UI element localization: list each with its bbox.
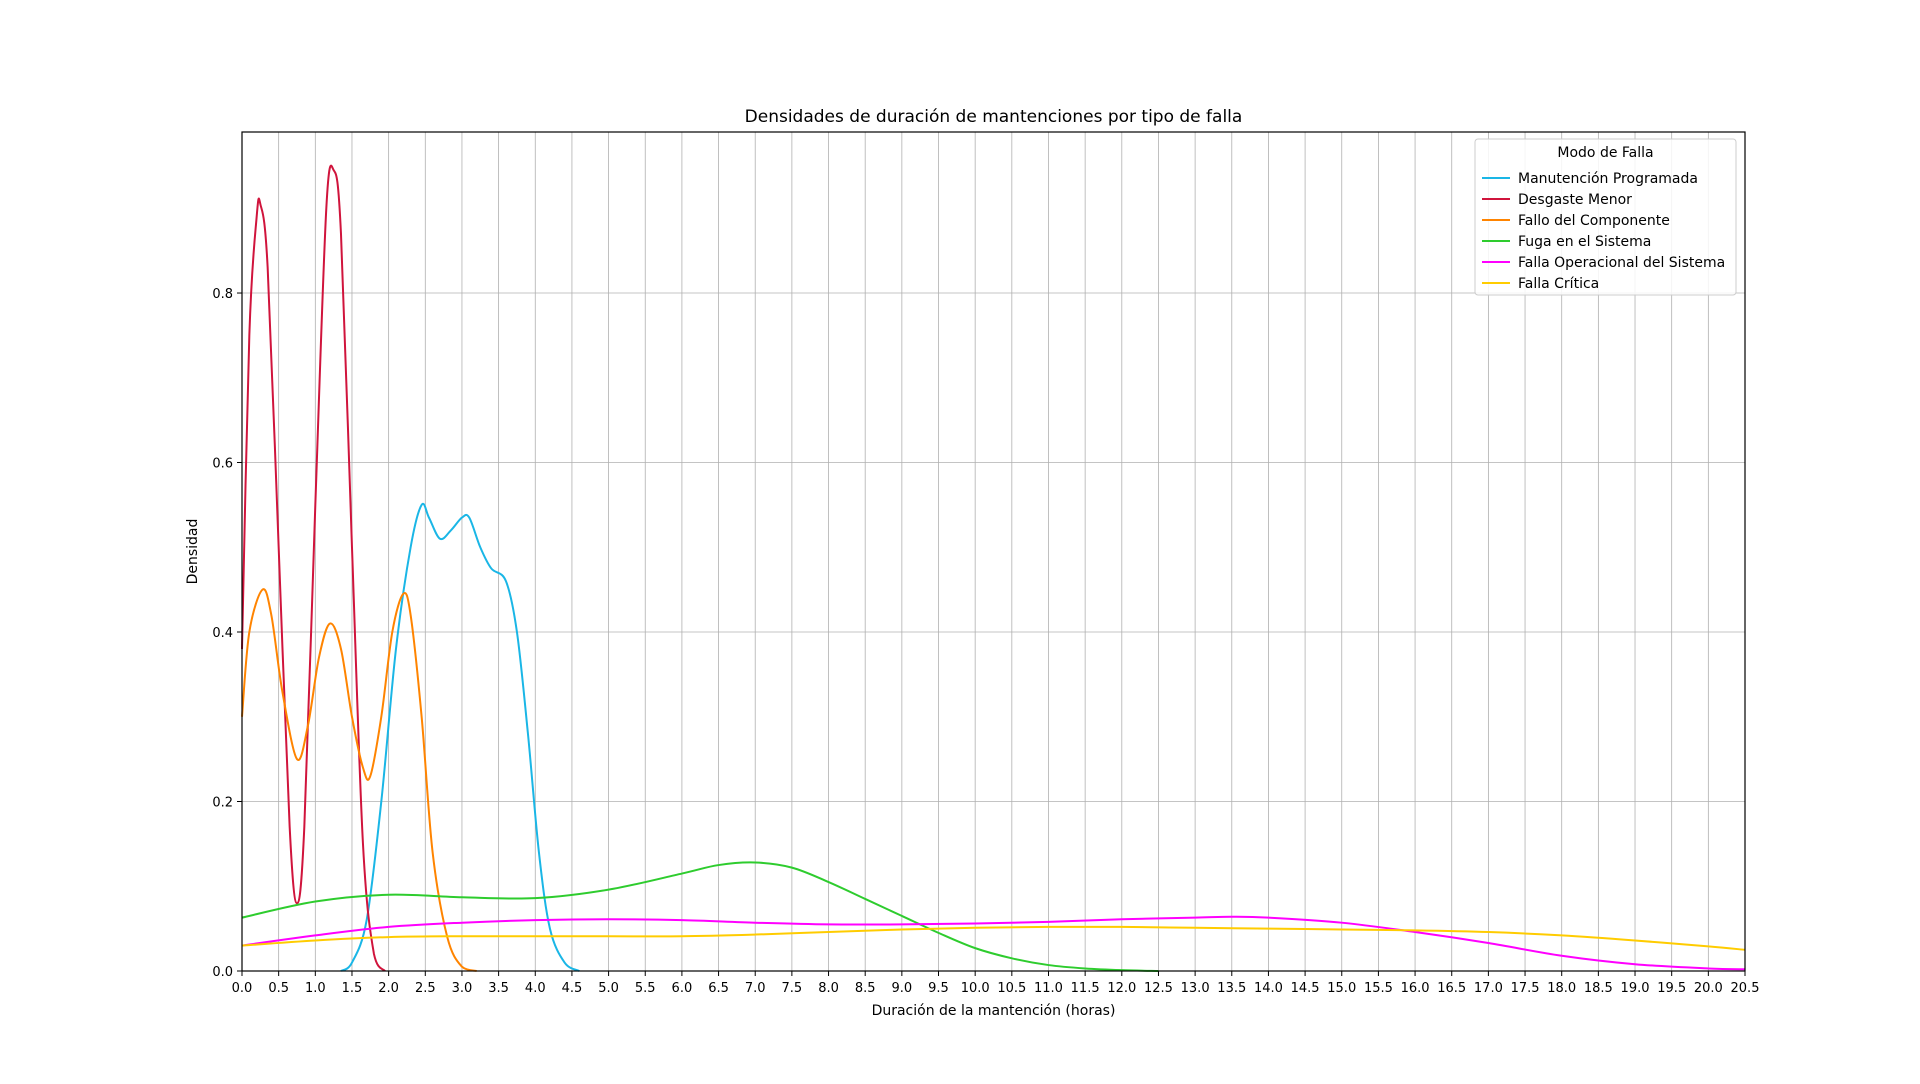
x-tick-label: 16.0	[1401, 981, 1430, 996]
x-tick-label: 14.5	[1291, 981, 1320, 996]
series-line-desgaste-menor	[241, 164, 386, 972]
x-tick-label: 13.5	[1217, 981, 1246, 996]
x-tick-label: 19.5	[1657, 981, 1686, 996]
x-tick-label: 2.5	[415, 981, 436, 996]
series-layer	[241, 164, 1746, 972]
x-tick-label: 12.0	[1107, 981, 1136, 996]
x-tick-label: 7.0	[745, 981, 766, 996]
x-tick-label: 4.0	[525, 981, 546, 996]
x-tick-label: 4.5	[562, 981, 583, 996]
y-tick-label: 0.2	[212, 796, 233, 811]
x-tick-label: 8.5	[855, 981, 876, 996]
legend: Modo de Falla Manutención Programada Desg…	[1474, 138, 1737, 296]
y-tick-label: 0.4	[212, 626, 233, 641]
x-tick-label: 17.0	[1474, 981, 1503, 996]
legend-label-fuga-en-el-sistema: Fuga en el Sistema	[1518, 234, 1651, 250]
x-axis-label: Duración de la mantención (horas)	[872, 1003, 1116, 1019]
x-tick-label: 14.0	[1254, 981, 1283, 996]
x-tick-label: 3.5	[488, 981, 509, 996]
x-tick-label: 3.0	[452, 981, 473, 996]
ticks-layer: 0.0 0.5 1.0 1.5 2.0 2.5 3.0 3.5 4.0 4.5 5.0 5.5 6.0 6…	[212, 287, 1759, 996]
x-tick-label: 20.0	[1694, 981, 1723, 996]
legend-title: Modo de Falla	[1557, 145, 1653, 161]
y-tick-label: 0.8	[212, 287, 233, 302]
legend-label-desgaste-menor: Desgaste Menor	[1518, 192, 1632, 208]
x-tick-label: 11.5	[1071, 981, 1100, 996]
plot-area-frame	[241, 131, 1746, 972]
x-tick-label: 6.5	[708, 981, 729, 996]
chart-title: Densidades de duración de mantenciones p…	[745, 107, 1243, 127]
series-line-falla-operacional-del-sistema	[241, 915, 1746, 971]
x-tick-label: 15.5	[1364, 981, 1393, 996]
legend-label-falla-critica: Falla Crítica	[1518, 276, 1599, 292]
y-tick-label: 0.6	[212, 457, 233, 472]
x-tick-label: 12.5	[1144, 981, 1173, 996]
x-tick-label: 10.5	[997, 981, 1026, 996]
series-line-falla-critica	[241, 925, 1746, 951]
x-tick-label: 1.0	[305, 981, 326, 996]
x-tick-label: 11.0	[1034, 981, 1063, 996]
x-tick-label: 9.5	[928, 981, 949, 996]
legend-label-manutencion-programada: Manutención Programada	[1518, 171, 1698, 187]
y-axis-label: Densidad	[185, 519, 201, 585]
x-tick-label: 2.0	[378, 981, 399, 996]
x-tick-label: 5.5	[635, 981, 656, 996]
x-tick-label: 0.5	[268, 981, 289, 996]
series-line-manutencion-programada	[340, 502, 580, 972]
x-tick-label: 15.0	[1327, 981, 1356, 996]
x-tick-label: 7.5	[782, 981, 803, 996]
legend-box	[1474, 138, 1737, 296]
y-tick-label: 0.0	[212, 965, 233, 980]
x-tick-label: 16.5	[1437, 981, 1466, 996]
x-tick-label: 0.0	[232, 981, 253, 996]
x-tick-label: 9.0	[892, 981, 913, 996]
legend-label-fallo-del-componente: Fallo del Componente	[1518, 213, 1670, 229]
x-tick-label: 5.0	[598, 981, 619, 996]
x-tick-label: 18.5	[1584, 981, 1613, 996]
x-tick-label: 10.0	[961, 981, 990, 996]
x-tick-label: 20.5	[1731, 981, 1760, 996]
x-tick-label: 13.0	[1181, 981, 1210, 996]
series-line-fallo-del-componente	[241, 588, 477, 972]
x-tick-label: 17.5	[1511, 981, 1540, 996]
legend-items: Manutención Programada Desgaste Menor Fall…	[1482, 171, 1725, 292]
x-tick-label: 1.5	[342, 981, 363, 996]
x-tick-label: 6.0	[672, 981, 693, 996]
x-tick-label: 8.0	[818, 981, 839, 996]
series-line-fuga-en-el-sistema	[241, 861, 1159, 972]
x-tick-label: 18.0	[1547, 981, 1576, 996]
x-tick-label: 19.0	[1621, 981, 1650, 996]
legend-label-falla-operacional-del-sistema: Falla Operacional del Sistema	[1518, 255, 1725, 271]
